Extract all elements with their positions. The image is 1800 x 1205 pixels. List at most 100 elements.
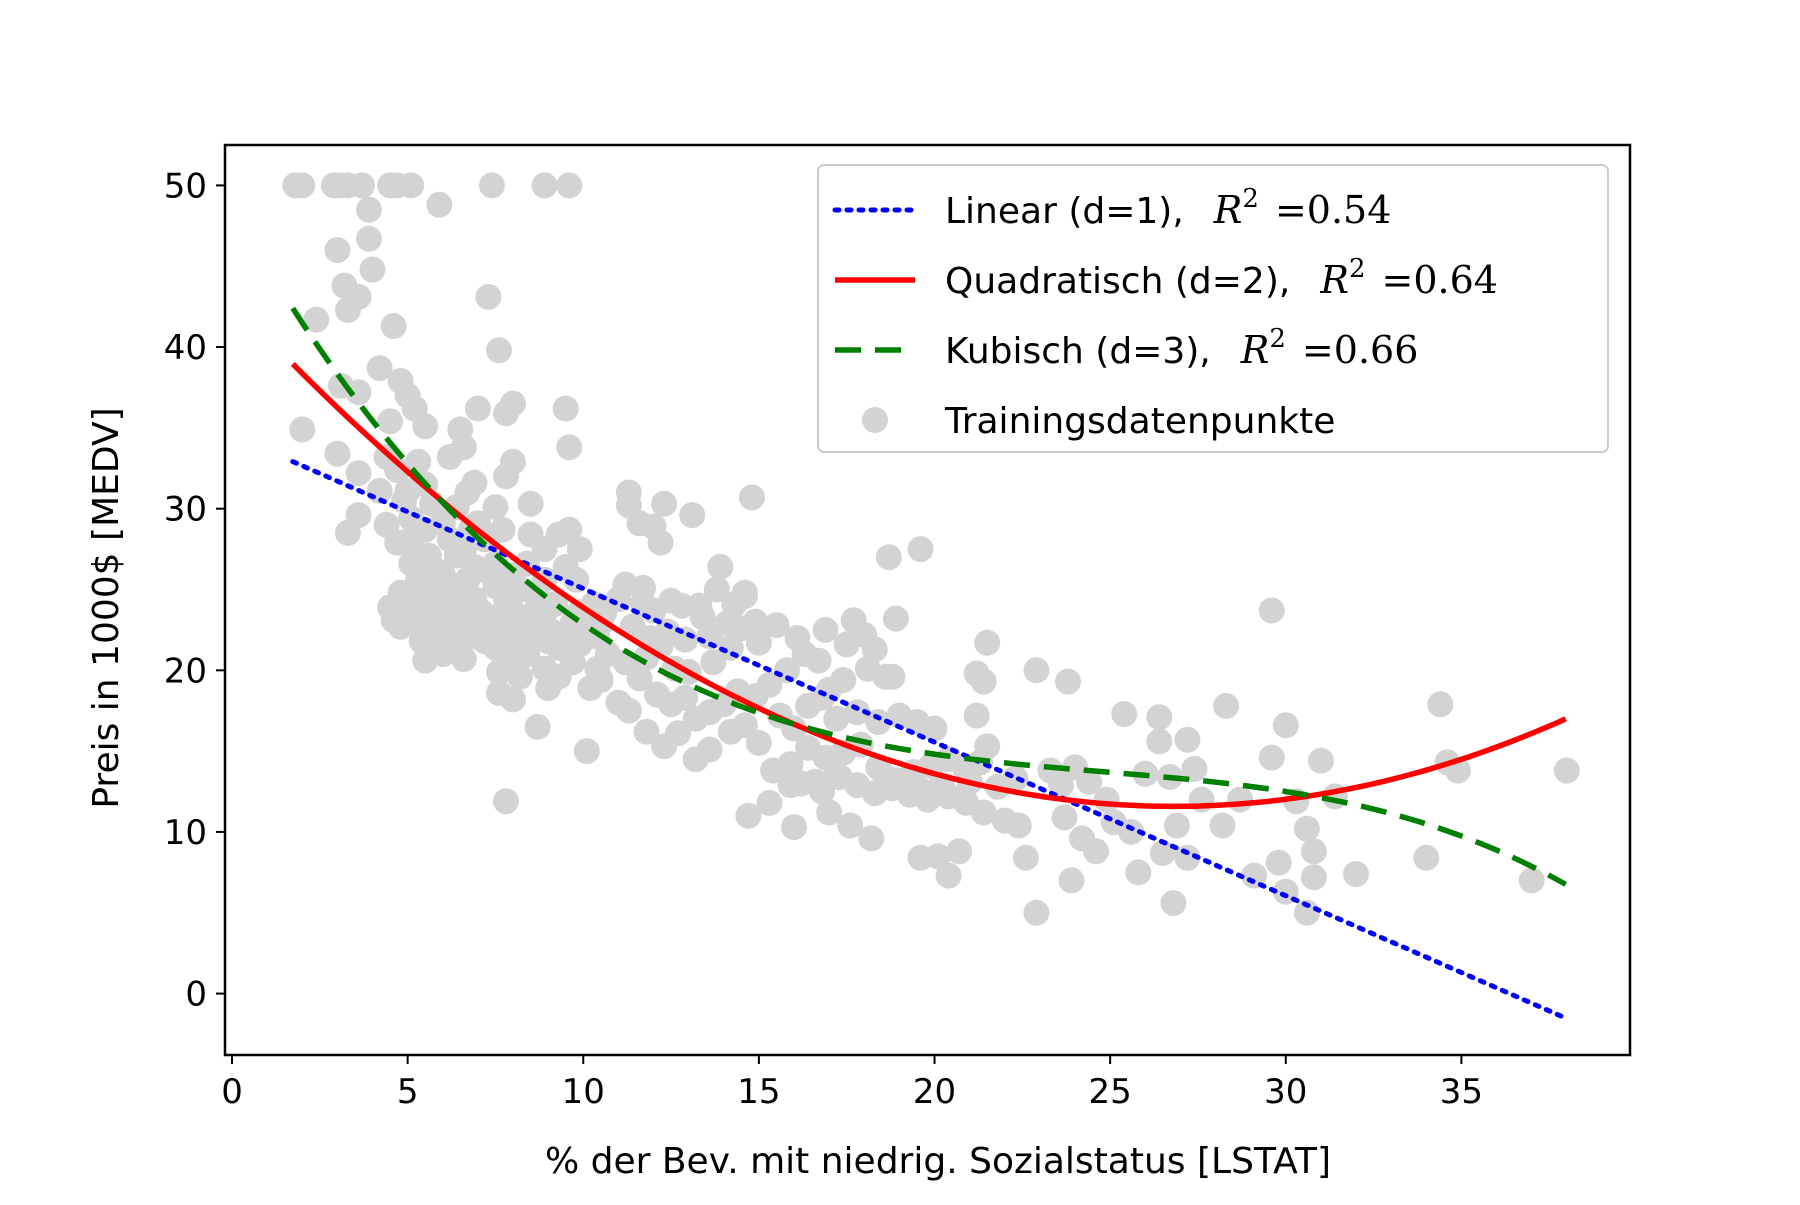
- data-point: [380, 313, 407, 339]
- series-line-dashed: [290, 306, 1568, 887]
- data-point: [963, 702, 990, 729]
- data-point: [482, 494, 509, 521]
- data-point: [493, 400, 519, 427]
- data-point: [1307, 747, 1334, 774]
- data-point: [672, 626, 699, 653]
- data-point: [1076, 768, 1103, 795]
- data-point: [946, 838, 973, 865]
- series-line-solid: [290, 361, 1567, 810]
- data-point: [812, 616, 839, 643]
- axis-ticks: 0 5 10 15 20 25 30 35 0 10 20 30 40 50: [164, 166, 1483, 1112]
- data-point: [816, 799, 843, 826]
- data-point: [289, 172, 316, 199]
- data-point: [384, 456, 411, 483]
- data-point: [366, 355, 393, 382]
- data-point: [935, 862, 962, 889]
- data-point: [742, 608, 769, 635]
- legend: Linear (d=1), R2 =0.54 Quadratisch (d=2), R2…: [817, 164, 1609, 453]
- data-point: [781, 814, 807, 841]
- data-point: [703, 576, 730, 603]
- data-point: [974, 629, 1001, 656]
- data-point: [1213, 692, 1240, 719]
- data-point: [1241, 862, 1268, 889]
- data-point: [784, 625, 811, 651]
- data-point: [1160, 890, 1187, 917]
- data-point: [517, 490, 544, 517]
- y-tick-label: 0: [185, 975, 207, 1015]
- data-point: [493, 788, 519, 815]
- data-point: [1093, 786, 1120, 813]
- data-point: [1293, 899, 1320, 926]
- data-point: [875, 544, 902, 571]
- data-point: [858, 825, 885, 852]
- data-point: [615, 479, 642, 506]
- data-point: [840, 607, 867, 634]
- data-point: [566, 536, 593, 563]
- data-point: [626, 665, 653, 692]
- legend-r2: R2 =0.66: [1240, 324, 1419, 372]
- data-point: [1058, 867, 1085, 894]
- data-point: [1111, 701, 1138, 727]
- data-point: [1048, 772, 1074, 799]
- data-point: [1258, 744, 1285, 771]
- data-point: [756, 789, 783, 816]
- data-point: [738, 484, 765, 511]
- data-point: [696, 736, 723, 763]
- data-point: [633, 718, 660, 745]
- data-point: [1518, 867, 1545, 894]
- data-point: [1427, 691, 1454, 718]
- data-point: [1227, 786, 1254, 813]
- data-point: [412, 413, 439, 440]
- x-tick-label: 0: [221, 1072, 243, 1112]
- y-tick-label: 40: [164, 328, 207, 368]
- data-point: [907, 536, 934, 563]
- x-tick-label: 20: [913, 1072, 956, 1112]
- plot-frame: [223, 143, 1632, 1057]
- data-point: [707, 553, 734, 580]
- data-point: [665, 720, 692, 747]
- data-point: [531, 172, 558, 199]
- data-point: [507, 663, 533, 690]
- data-point: [1163, 812, 1190, 839]
- data-point: [500, 686, 526, 713]
- data-point: [974, 733, 1001, 760]
- x-tick-label: 5: [397, 1072, 419, 1112]
- data-point: [731, 712, 758, 739]
- data-point: [626, 510, 653, 537]
- data-point: [630, 574, 656, 601]
- data-point: [1300, 838, 1327, 865]
- data-point: [359, 256, 386, 283]
- data-point: [672, 684, 699, 711]
- legend-frame: [817, 164, 1609, 453]
- data-point: [577, 675, 604, 702]
- x-tick-label: 30: [1264, 1072, 1307, 1112]
- data-point: [615, 697, 642, 724]
- fit-lines: [290, 306, 1569, 1021]
- data-point: [524, 713, 551, 740]
- data-point: [816, 676, 843, 703]
- data-point: [1258, 597, 1285, 624]
- data-point: [745, 629, 772, 656]
- data-point: [837, 812, 864, 839]
- data-point: [556, 172, 583, 199]
- y-axis-title: Preis in 1000$ [MEDV]: [86, 407, 127, 808]
- y-tick-label: 50: [164, 166, 207, 206]
- data-point: [450, 646, 477, 672]
- data-point: [436, 444, 463, 470]
- x-tick-label: 25: [1089, 1072, 1132, 1112]
- x-tick-label: 35: [1440, 1072, 1483, 1112]
- x-tick-label: 10: [562, 1072, 605, 1112]
- data-point: [556, 434, 583, 461]
- data-point: [756, 671, 783, 698]
- y-tick-label: 10: [164, 813, 207, 853]
- legend-marker-points: [862, 407, 888, 433]
- data-point: [1149, 840, 1176, 866]
- data-point: [486, 337, 512, 364]
- data-point: [879, 663, 906, 690]
- data-point: [1055, 668, 1081, 695]
- x-tick-label: 15: [737, 1072, 780, 1112]
- data-point: [345, 460, 372, 487]
- data-point: [763, 612, 790, 639]
- data-point: [1083, 838, 1110, 865]
